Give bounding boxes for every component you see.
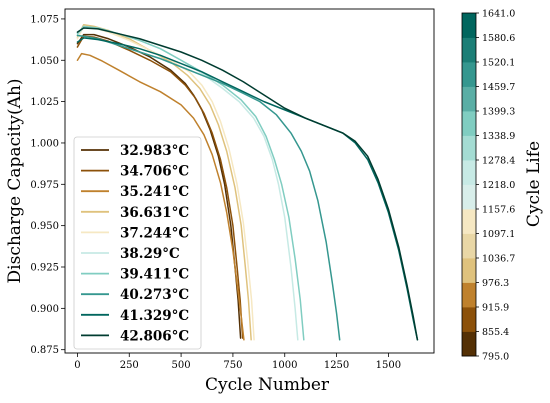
- colorbar-segment: [462, 209, 476, 234]
- legend-label: 42.806°C: [120, 328, 189, 344]
- colorbar-tick-label: 1338.9: [482, 131, 515, 142]
- colorbar-tick-label: 1036.7: [482, 254, 515, 265]
- colorbar-tick-label: 1097.1: [482, 229, 515, 240]
- legend-label: 37.244°C: [120, 225, 189, 241]
- colorbar-segment: [462, 135, 476, 161]
- colorbar-tick-label: 1399.3: [482, 107, 515, 118]
- colorbar-tick-label: 1520.1: [482, 58, 515, 69]
- colorbar-tick-label: 1580.6: [482, 33, 515, 44]
- colorbar-segment: [462, 111, 476, 136]
- colorbar-segments: [462, 13, 476, 357]
- colorbar-segment: [462, 62, 476, 87]
- colorbar-segment: [462, 307, 476, 332]
- colorbar-segment: [462, 258, 476, 283]
- y-tick-label: 1.050: [30, 56, 59, 67]
- legend-box: [73, 136, 202, 350]
- y-tick-label: 1.025: [30, 97, 59, 108]
- colorbar-title: Cycle Life: [524, 141, 544, 227]
- x-axis-ticks: 0 250 500 750 1000 1250 1500: [74, 353, 401, 371]
- legend-label: 35.241°C: [120, 184, 189, 200]
- colorbar-segment: [462, 160, 476, 185]
- colorbar-tick-label: 1278.4: [482, 156, 515, 167]
- legend-label: 34.706°C: [120, 164, 189, 180]
- colorbar-tick-label: 795.0: [482, 352, 509, 363]
- y-tick-label: 0.925: [30, 263, 59, 274]
- x-tick-label: 500: [172, 360, 191, 371]
- y-tick-label: 1.075: [30, 14, 59, 25]
- colorbar-segment: [462, 13, 476, 38]
- legend-label: 39.411°C: [120, 267, 189, 283]
- colorbar-tick-label: 1641.0: [482, 9, 515, 20]
- series-line-10: [76, 27, 419, 341]
- y-axis-ticks: 0.875 0.900 0.925 0.950 0.975 1.000 1.025 1.050…: [30, 14, 65, 356]
- x-tick-label: 1250: [324, 360, 349, 371]
- y-tick-label: 0.875: [30, 345, 59, 356]
- legend-label: 32.983°C: [120, 143, 189, 159]
- x-tick-label: 1500: [376, 360, 401, 371]
- x-axis-title: Cycle Number: [205, 375, 330, 395]
- colorbar-segment: [462, 184, 476, 210]
- x-tick-label: 250: [120, 360, 139, 371]
- legend-label: 38.29°C: [120, 246, 180, 262]
- y-tick-label: 0.975: [30, 180, 59, 191]
- colorbar-segment: [462, 331, 476, 357]
- y-tick-label: 1.000: [30, 138, 59, 149]
- colorbar-tick-label: 1218.0: [482, 180, 515, 191]
- x-tick-label: 750: [223, 360, 242, 371]
- colorbar: 795.0 855.4 915.9 976.3 1036.7 1097.1 1157.6 12…: [461, 9, 515, 363]
- series-line-3: [76, 52, 245, 341]
- colorbar-tick-label: 976.3: [482, 278, 509, 289]
- series-line-8: [76, 34, 341, 341]
- y-tick-label: 0.900: [30, 304, 59, 315]
- y-axis-title: Discharge Capacity(Ah): [5, 79, 25, 284]
- x-tick-label: 0: [74, 360, 80, 371]
- series-line-9: [76, 37, 419, 341]
- legend-items: 32.983°C 34.706°C 35.241°C 36.631°C 37.244°C…: [81, 143, 189, 344]
- colorbar-tick-label: 1459.7: [482, 82, 515, 93]
- colorbar-tick-label: 1157.6: [482, 205, 515, 216]
- legend-label: 41.329°C: [120, 308, 189, 324]
- colorbar-segment: [462, 282, 476, 308]
- plot-frame: [64, 8, 435, 354]
- legend-label: 36.631°C: [120, 205, 189, 221]
- x-tick-label: 1000: [272, 360, 297, 371]
- colorbar-tick-label: 915.9: [482, 303, 509, 314]
- colorbar-ticks: 795.0 855.4 915.9 976.3 1036.7 1097.1 1157.6 12…: [476, 9, 515, 363]
- colorbar-tick-label: 855.4: [482, 327, 509, 338]
- y-tick-label: 0.950: [30, 221, 59, 232]
- series-layer: [76, 23, 419, 341]
- colorbar-segment: [462, 86, 476, 112]
- colorbar-segment: [462, 37, 476, 63]
- colorbar-segment: [462, 233, 476, 259]
- legend: 32.983°C 34.706°C 35.241°C 36.631°C 37.244°C…: [73, 136, 202, 350]
- legend-label: 40.273°C: [120, 287, 189, 303]
